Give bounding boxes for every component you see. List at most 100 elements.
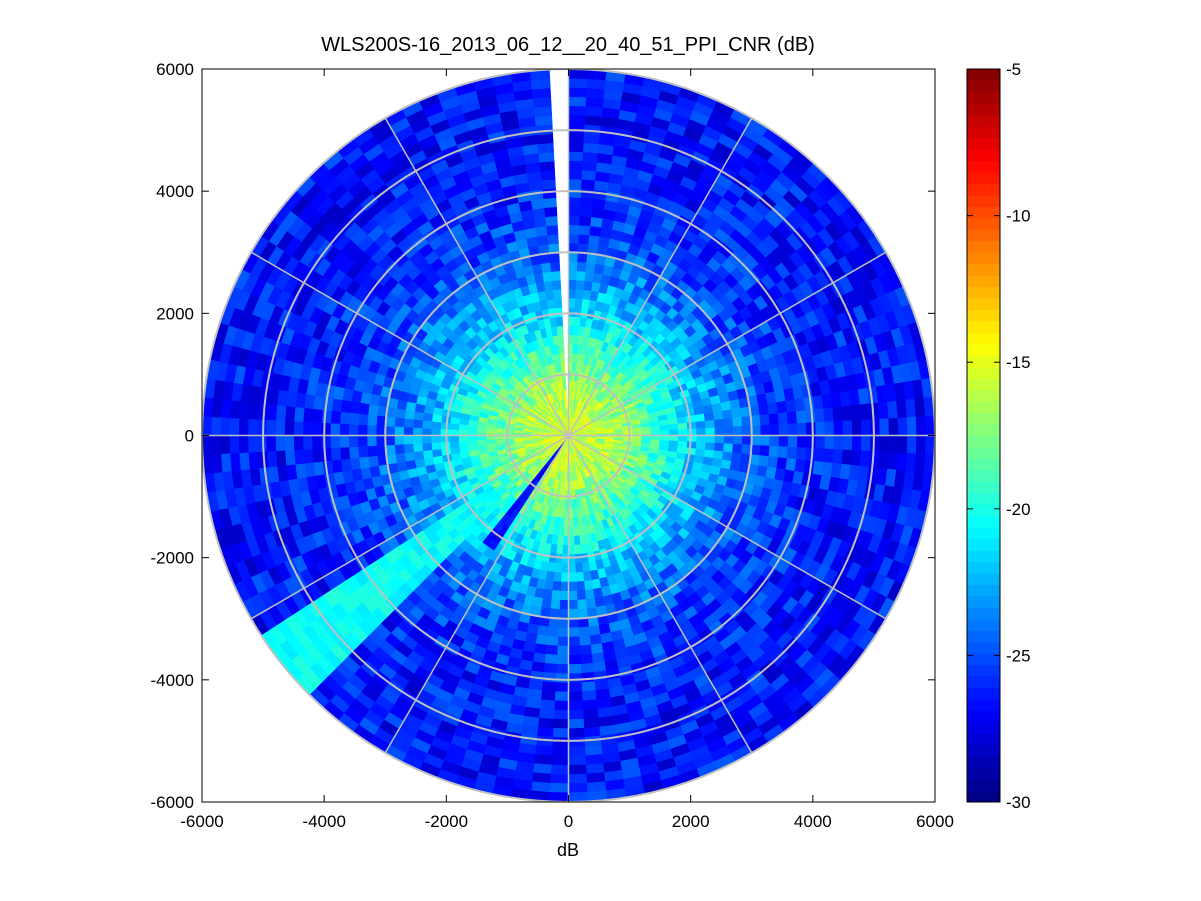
- ppi-cell: [568, 132, 585, 144]
- ppi-cell: [568, 654, 581, 665]
- ppi-cell: [557, 636, 569, 647]
- colorbar-step: [967, 160, 1000, 173]
- ppi-cell: [860, 435, 872, 452]
- ppi-cell: [870, 435, 881, 453]
- ppi-cell: [732, 416, 743, 428]
- colorbar-step: [967, 641, 1000, 654]
- ppi-cell: [449, 435, 460, 443]
- ppi-cell: [357, 435, 368, 447]
- ppi-cell: [531, 772, 552, 784]
- ppi-cell: [568, 563, 577, 574]
- ppi-cell: [574, 553, 583, 564]
- ppi-cell: [568, 572, 577, 583]
- ppi-cell: [247, 435, 258, 453]
- colorbar-step: [967, 80, 1000, 93]
- ppi-cell: [814, 448, 826, 463]
- ppi-cell: [584, 735, 602, 747]
- x-tick-label: 0: [564, 812, 573, 831]
- colorbar-step: [967, 721, 1000, 734]
- ppi-cell: [366, 445, 378, 457]
- ppi-cell: [349, 457, 361, 471]
- ppi-cell: [549, 773, 569, 784]
- ppi-cell: [732, 443, 743, 455]
- ppi-cell: [582, 708, 599, 720]
- ppi-cell: [559, 590, 569, 601]
- y-tick-label: 6000: [156, 60, 194, 79]
- ppi-cell: [870, 418, 881, 436]
- ppi-cell: [576, 261, 588, 272]
- ppi-cell: [832, 406, 844, 422]
- ppi-cell: [238, 417, 249, 436]
- ppi-cell: [551, 746, 569, 757]
- ppi-cell: [905, 398, 917, 419]
- ppi-cell: [366, 435, 377, 447]
- ppi-cell: [568, 618, 579, 629]
- ppi-cell: [220, 398, 232, 419]
- ppi-cell: [714, 435, 725, 444]
- ppi-cell: [677, 428, 688, 436]
- ppi-cell: [568, 288, 577, 299]
- ppi-cell: [851, 435, 863, 452]
- y-tick-label: 4000: [156, 182, 194, 201]
- colorbar-step: [967, 263, 1000, 276]
- ppi-cell: [823, 407, 835, 423]
- ppi-cell: [841, 405, 853, 422]
- ppi-cell: [293, 420, 304, 436]
- ppi-cell: [421, 427, 432, 436]
- ppi-cell: [896, 399, 908, 419]
- ppi-cell: [581, 178, 596, 190]
- ppi-cell: [266, 450, 278, 468]
- ppi-cell: [311, 408, 323, 423]
- ppi-cell: [572, 526, 580, 537]
- ppi-cell: [778, 423, 789, 436]
- ppi-cell: [568, 709, 584, 720]
- ppi-cell: [712, 410, 724, 421]
- ppi-cell: [549, 782, 569, 794]
- ppi-cell: [585, 763, 605, 775]
- ppi-cell: [536, 625, 549, 637]
- ppi-cell: [583, 133, 601, 145]
- ppi-cell: [412, 418, 424, 429]
- ppi-cell: [732, 435, 743, 445]
- ppi-cell: [568, 682, 583, 693]
- ppi-cell: [914, 397, 926, 418]
- ppi-cell: [590, 643, 604, 655]
- colorbar-step: [967, 779, 1000, 792]
- ppi-cell: [542, 188, 557, 199]
- colorbar-step: [967, 126, 1000, 139]
- ppi-cell: [229, 435, 240, 454]
- ppi-cell: [485, 439, 496, 445]
- y-tick-label: -4000: [151, 671, 194, 690]
- ppi-cell: [554, 307, 563, 318]
- colorbar-step: [967, 607, 1000, 620]
- colorbar-step: [967, 618, 1000, 631]
- ppi-cell: [687, 428, 698, 436]
- ppi-cell: [568, 773, 588, 784]
- colorbar-step: [967, 424, 1000, 436]
- colorbar-step: [967, 309, 1000, 322]
- ppi-cell: [210, 416, 222, 436]
- ppi-cell: [357, 413, 369, 426]
- ppi-cell: [580, 662, 594, 674]
- ppi-cell: [696, 427, 707, 436]
- ppi-cell: [330, 447, 342, 461]
- ppi-cell: [787, 423, 798, 436]
- ppi-cell: [877, 401, 890, 420]
- ppi-cell: [768, 413, 780, 426]
- ppi-cell: [578, 233, 590, 245]
- ppi-cell: [877, 451, 890, 470]
- ppi-cell: [238, 435, 249, 454]
- ppi-cell: [832, 449, 844, 465]
- ppi-cell: [769, 424, 780, 436]
- ppi-cell: [329, 435, 341, 449]
- ppi-cell: [266, 403, 278, 421]
- ppi-cell: [584, 754, 604, 766]
- ppi-cell: [440, 441, 451, 450]
- ppi-cell: [906, 435, 917, 455]
- ppi-cell: [723, 435, 734, 445]
- ppi-cell: [257, 402, 269, 420]
- ppi-cell: [550, 764, 569, 775]
- ppi-cell: [905, 452, 917, 473]
- x-tick-label: 2000: [672, 812, 710, 831]
- ppi-cell: [458, 435, 469, 442]
